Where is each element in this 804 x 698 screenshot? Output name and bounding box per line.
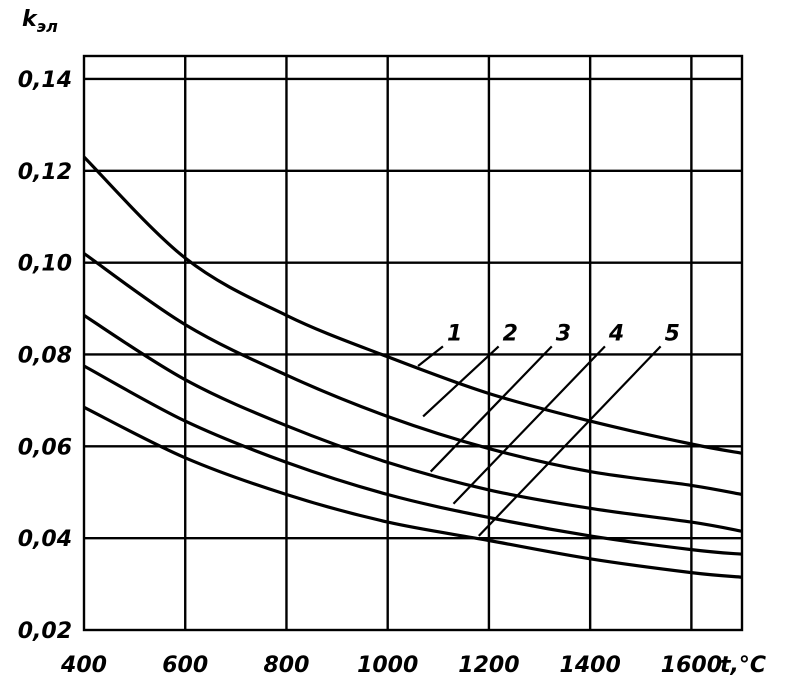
y-tick-label: 0,10 [18,252,72,277]
x-tick-label: 1000 [357,653,418,678]
series-line-2 [83,252,743,497]
y-axis-label-main: k [22,7,38,32]
curve-label-2: 2 [503,321,518,346]
grid [84,56,742,630]
y-axis-label: kэл [22,7,58,36]
x-tick-label: 600 [162,653,208,678]
curve-label-5: 5 [665,321,680,346]
series-line-5 [83,405,743,579]
curve-labels: 1 2 3 4 5 [417,321,680,537]
leader-line-3 [429,345,553,473]
leader-line-5 [478,345,662,537]
y-tick-label: 0,04 [18,527,72,552]
y-tick-label: 0,12 [18,160,72,185]
x-tick-label: 400 [60,653,107,678]
leader-line-1 [417,345,444,367]
x-tick-label: 800 [263,653,309,678]
series-line-3 [83,314,743,533]
x-axis-label: t,°C [720,653,766,678]
x-tick-label: 1600 [661,653,722,678]
y-tick-label: 0,08 [18,343,72,368]
y-axis-label-subscript: эл [37,17,58,36]
series-line-4 [83,364,743,556]
leader-line-2 [422,345,500,418]
curve-label-3: 3 [556,321,571,346]
y-axis-ticks: 0,02 0,04 0,06 0,08 0,10 0,12 0,14 [18,68,72,644]
series-line-1 [82,155,743,455]
x-tick-label: 1400 [560,653,621,678]
x-axis-ticks: 400 600 800 1000 1200 1400 1600 [60,653,722,678]
y-tick-label: 0,14 [18,68,72,93]
x-tick-label: 1200 [458,653,519,678]
plot-frame [82,54,744,632]
curve-label-4: 4 [608,321,624,346]
y-tick-label: 0,06 [18,435,72,460]
leader-line-4 [452,345,606,505]
curve-label-1: 1 [447,321,462,346]
y-tick-label: 0,02 [18,619,72,644]
curves [82,155,743,579]
